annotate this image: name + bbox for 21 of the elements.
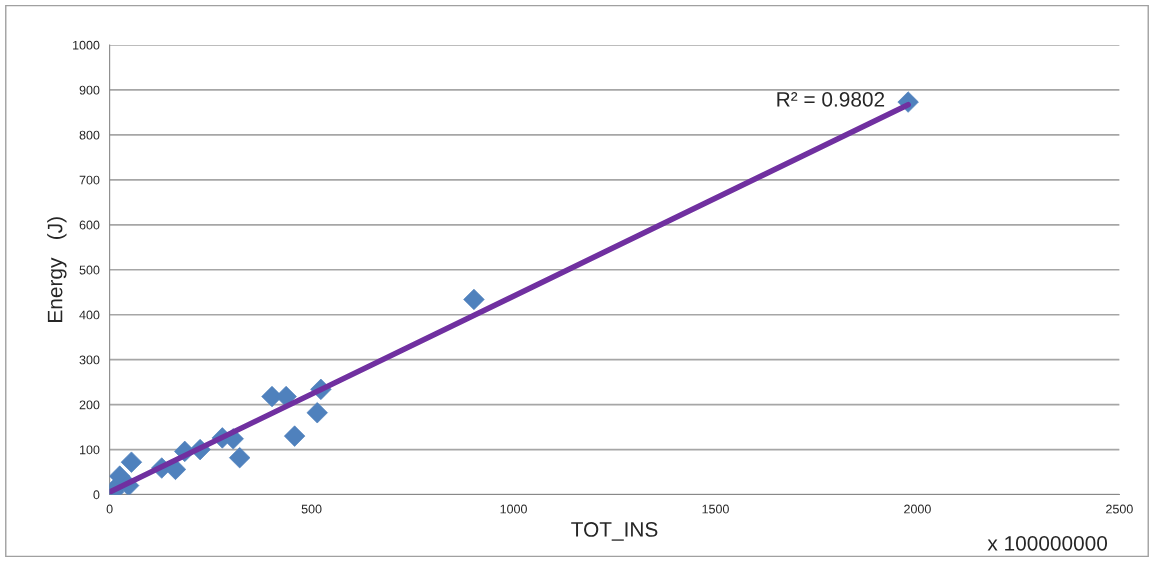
- y-tick-label: 300: [79, 355, 100, 365]
- y-tick-label: 800: [79, 130, 100, 140]
- x-tick-label: 1500: [702, 504, 729, 514]
- x-tick-label: 1000: [500, 504, 527, 514]
- x-tick-label: 0: [106, 504, 113, 514]
- y-tick-label: 100: [80, 445, 100, 455]
- y-tick-label: 200: [79, 400, 100, 410]
- x-tick-label: 500: [301, 504, 322, 514]
- y-tick-label: 700: [79, 175, 100, 185]
- y-tick-label: 600: [79, 220, 100, 230]
- x-tick-label: 2000: [904, 504, 931, 514]
- y-tick-label: 0: [93, 490, 100, 500]
- x-tick-label: 2500: [1106, 504, 1133, 514]
- y-axis-title: Energy (J): [47, 217, 67, 322]
- x-axis-title: TOT_INS: [571, 522, 658, 541]
- annotation: R² = 0.9802: [777, 92, 885, 107]
- y-tick-label: 400: [79, 310, 100, 320]
- y-tick-label: 500: [79, 265, 100, 275]
- y-tick-label: 900: [79, 85, 100, 95]
- y-tick-label: 1000: [73, 40, 100, 50]
- text: x 100000000: [987, 535, 1108, 551]
